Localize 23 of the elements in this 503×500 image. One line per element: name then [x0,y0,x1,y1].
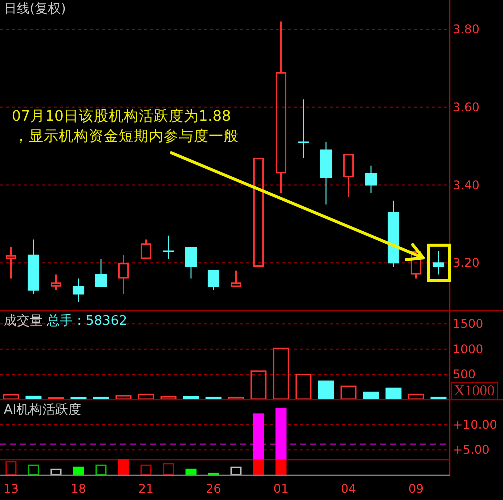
annotation: ，显示机构资金短期内参与度一般 [14,128,239,145]
y-tick-label: 3.20 [453,256,480,270]
x-tick-label: 09 [408,482,424,496]
x-tick-label: 26 [206,482,222,496]
y-tick-label: 3.60 [453,100,480,114]
y-axis-title: X1000 [454,384,495,400]
y-tick-label: 1000 [453,342,484,356]
chart-title: 日线(复权) [4,2,66,17]
x-tick-label: 01 [274,482,289,496]
x-tick-label: 18 [71,482,86,496]
y-tick-label: 1500 [453,317,484,332]
chart-subtitle: 总手：58362 [46,314,128,329]
y-tick-label: 3.80 [453,22,480,37]
y-tick-label: 500 [453,368,476,382]
y-tick-label: 3.40 [453,178,480,192]
chart-title: 成交量 [4,313,43,329]
chart-title: AI机构活跃度 [4,402,82,418]
x-tick-label: 21 [138,482,154,496]
annotation: 07月10日该股机构活跃度为1.88 [12,108,232,125]
y-tick-label: +10.00 [453,418,498,432]
x-tick-label: 04 [341,482,356,496]
y-tick-label: +5.00 [453,443,490,458]
x-tick-label: 13 [4,482,19,496]
